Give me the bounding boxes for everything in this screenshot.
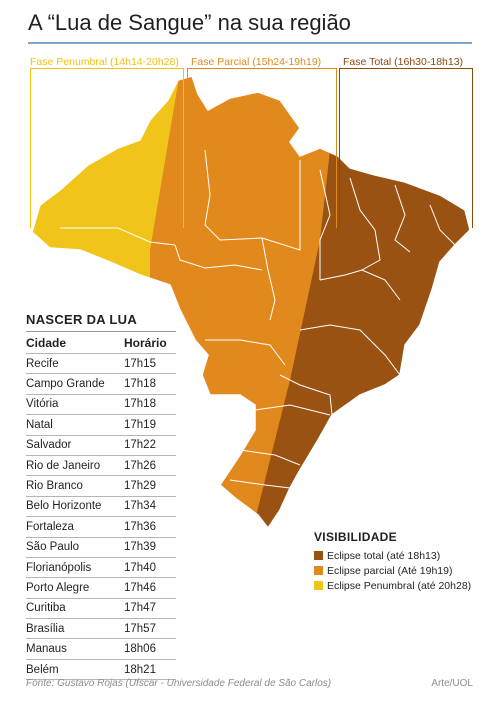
- time-cell: 17h40: [124, 561, 156, 574]
- time-cell: 18h06: [124, 643, 156, 656]
- penumbral-bracket: [30, 68, 184, 228]
- table-row: Brasília 17h57: [26, 619, 176, 640]
- table-row: Recife 17h15: [26, 354, 176, 375]
- table-row: Belém 18h21: [26, 660, 176, 681]
- time-cell: 17h36: [124, 520, 156, 533]
- table-row: Fortaleza 17h36: [26, 517, 176, 538]
- table-header-row: Cidade Horário: [26, 332, 176, 354]
- table-row: Natal 17h19: [26, 415, 176, 436]
- legend-label: Eclipse total (até 18h13): [327, 549, 441, 562]
- moonrise-table-title: NASCER DA LUA: [26, 312, 138, 327]
- table-row: Porto Alegre 17h46: [26, 578, 176, 599]
- city-cell: Recife: [26, 357, 59, 370]
- legend-title: VISIBILIDADE: [314, 530, 397, 544]
- city-cell: Florianópolis: [26, 561, 92, 574]
- city-cell: Manaus: [26, 643, 67, 656]
- page-title: A “Lua de Sangue” na sua região: [28, 10, 351, 35]
- city-cell: Natal: [26, 418, 53, 431]
- credit-note: Arte/UOL: [431, 678, 473, 689]
- phase-parcial-label: Fase Parcial (15h24-19h19): [191, 56, 322, 68]
- city-cell: Brasília: [26, 622, 65, 635]
- city-cell: São Paulo: [26, 541, 80, 554]
- city-cell: Rio Branco: [26, 480, 83, 493]
- title-divider: [28, 42, 472, 44]
- legend-item: Eclipse Penumbral (até 20h28): [314, 578, 471, 593]
- legend-swatch: [314, 581, 323, 590]
- time-cell: 17h29: [124, 480, 156, 493]
- column-header-time: Horário: [124, 335, 167, 350]
- time-cell: 17h39: [124, 541, 156, 554]
- legend-swatch: [314, 551, 323, 560]
- phase-total-label: Fase Total (16h30-18h13): [343, 56, 464, 68]
- city-cell: Fortaleza: [26, 520, 74, 533]
- time-cell: 17h19: [124, 418, 156, 431]
- table-row: Rio de Janeiro 17h26: [26, 456, 176, 477]
- time-cell: 17h15: [124, 357, 156, 370]
- table-row: Belo Horizonte 17h34: [26, 497, 176, 518]
- table-row: Curitiba 17h47: [26, 599, 176, 620]
- legend-item: Eclipse total (até 18h13): [314, 548, 471, 563]
- city-cell: Porto Alegre: [26, 581, 90, 594]
- legend-swatch: [314, 566, 323, 575]
- table-row: Vitória 17h18: [26, 395, 176, 416]
- city-cell: Salvador: [26, 439, 72, 452]
- moonrise-table: Cidade Horário Recife 17h15 Campo Grande 17…: [26, 331, 176, 681]
- time-cell: 17h46: [124, 581, 156, 594]
- phase-penumbral-label: Fase Penumbral (14h14-20h28): [30, 56, 179, 68]
- visibility-legend: VISIBILIDADE Eclipse total (até 18h13) Ec…: [314, 530, 471, 593]
- city-cell: Vitória: [26, 398, 59, 411]
- time-cell: 17h47: [124, 602, 156, 615]
- time-cell: 18h21: [124, 663, 156, 676]
- table-row: Salvador 17h22: [26, 436, 176, 456]
- time-cell: 17h18: [124, 378, 156, 391]
- column-header-city: Cidade: [26, 335, 67, 350]
- time-cell: 17h22: [124, 439, 156, 452]
- time-cell: 17h18: [124, 398, 156, 411]
- city-cell: Curitiba: [26, 602, 66, 615]
- source-note: Fonte: Gustavo Rojas (Ufscar - Universid…: [26, 678, 332, 689]
- total-bracket: [339, 68, 473, 228]
- city-cell: Campo Grande: [26, 378, 105, 391]
- table-row: Florianópolis 17h40: [26, 558, 176, 579]
- time-cell: 17h34: [124, 500, 156, 513]
- city-cell: Belo Horizonte: [26, 500, 102, 513]
- parcial-bracket: [187, 68, 337, 228]
- legend-label: Eclipse parcial (Até 19h19): [327, 564, 453, 577]
- city-cell: Belém: [26, 663, 59, 676]
- legend-item: Eclipse parcial (Até 19h19): [314, 563, 471, 578]
- legend-label: Eclipse Penumbral (até 20h28): [327, 579, 472, 592]
- table-row: Manaus 18h06: [26, 639, 176, 660]
- table-row: São Paulo 17h39: [26, 538, 176, 558]
- time-cell: 17h26: [124, 459, 156, 472]
- city-cell: Rio de Janeiro: [26, 459, 101, 472]
- time-cell: 17h57: [124, 622, 156, 635]
- table-row: Rio Branco 17h29: [26, 476, 176, 497]
- table-row: Campo Grande 17h18: [26, 374, 176, 395]
